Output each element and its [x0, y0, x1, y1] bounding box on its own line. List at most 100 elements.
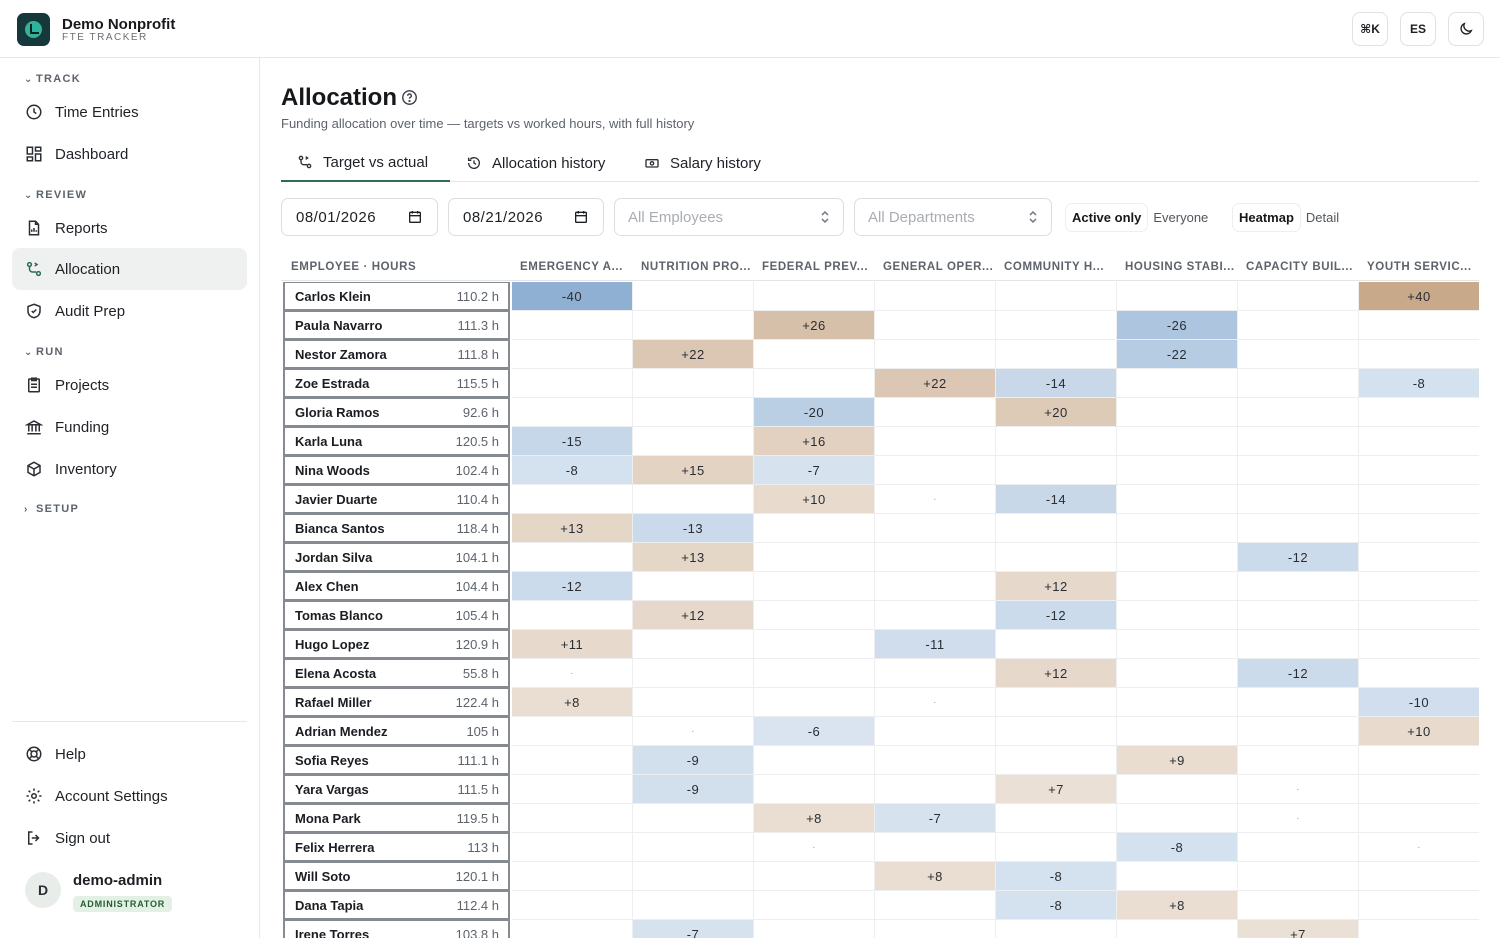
heatmap-cell[interactable] [1359, 311, 1479, 340]
heatmap-cell[interactable] [633, 630, 754, 659]
employee-cell[interactable]: Javier Duarte 110.4 h [283, 485, 510, 514]
heatmap-cell[interactable] [1238, 398, 1359, 427]
column-header[interactable]: CAPACITY BUIL... [1246, 261, 1353, 273]
heatmap-cell[interactable]: · [1359, 833, 1479, 862]
employee-cell[interactable]: Alex Chen 104.4 h [283, 572, 510, 601]
employee-cell[interactable]: Irene Torres 103.8 h [283, 920, 510, 938]
heatmap-cell[interactable] [754, 746, 875, 775]
heatmap-cell[interactable] [996, 514, 1117, 543]
heatmap-cell[interactable]: -9 [633, 775, 754, 804]
heatmap-cell[interactable] [1359, 456, 1479, 485]
heatmap-cell[interactable] [996, 456, 1117, 485]
employee-cell[interactable]: Karla Luna 120.5 h [283, 427, 510, 456]
heatmap-cell[interactable]: -6 [754, 717, 875, 746]
heatmap-cell[interactable] [1117, 543, 1238, 572]
heatmap-cell[interactable] [512, 311, 633, 340]
calendar-icon[interactable] [407, 209, 423, 225]
sidebar-item-dashboard[interactable]: Dashboard [12, 133, 247, 175]
heatmap-cell[interactable]: -8 [996, 862, 1117, 891]
heatmap-cell[interactable] [1238, 688, 1359, 717]
heatmap-cell[interactable] [1359, 543, 1479, 572]
heatmap-cell[interactable] [1117, 369, 1238, 398]
heatmap-cell[interactable] [1238, 717, 1359, 746]
column-header[interactable]: FEDERAL PREV... [762, 261, 869, 273]
section-track[interactable]: ⌄ TRACK [24, 73, 81, 85]
heatmap-cell[interactable] [1238, 369, 1359, 398]
heatmap-cell[interactable] [875, 717, 996, 746]
heatmap-cell[interactable] [1359, 485, 1479, 514]
heatmap-cell[interactable] [754, 543, 875, 572]
heatmap-cell[interactable] [633, 572, 754, 601]
heatmap-cell[interactable] [875, 311, 996, 340]
heatmap-cell[interactable] [875, 456, 996, 485]
heatmap-cell[interactable] [1238, 862, 1359, 891]
heatmap-cell[interactable] [633, 398, 754, 427]
heatmap-cell[interactable]: +8 [875, 862, 996, 891]
heatmap-cell[interactable]: +13 [512, 514, 633, 543]
scope-active-only[interactable]: Active only [1066, 203, 1148, 231]
heatmap-cell[interactable]: -12 [512, 572, 633, 601]
heatmap-cell[interactable] [633, 369, 754, 398]
heatmap-cell[interactable] [1117, 630, 1238, 659]
heatmap-cell[interactable] [512, 833, 633, 862]
heatmap-cell[interactable] [875, 601, 996, 630]
heatmap-cell[interactable]: +12 [996, 659, 1117, 688]
heatmap-cell[interactable] [996, 340, 1117, 369]
employee-select[interactable]: All Employees [614, 198, 844, 236]
heatmap-cell[interactable] [1117, 659, 1238, 688]
heatmap-cell[interactable]: +9 [1117, 746, 1238, 775]
heatmap-cell[interactable] [1359, 514, 1479, 543]
heatmap-cell[interactable]: -14 [996, 369, 1117, 398]
sidebar-item-inventory[interactable]: Inventory [12, 448, 247, 490]
heatmap-cell[interactable] [996, 833, 1117, 862]
view-detail[interactable]: Detail [1305, 209, 1340, 225]
employee-cell[interactable]: Hugo Lopez 120.9 h [283, 630, 510, 659]
column-header[interactable]: HOUSING STABI... [1125, 261, 1235, 273]
command-palette-button[interactable]: ⌘K [1352, 12, 1388, 46]
column-header[interactable]: EMERGENCY A... [520, 261, 623, 273]
employee-cell[interactable]: Dana Tapia 112.4 h [283, 891, 510, 920]
heatmap-cell[interactable] [633, 659, 754, 688]
heatmap-cell[interactable] [1359, 572, 1479, 601]
heatmap-cell[interactable]: -20 [754, 398, 875, 427]
heatmap-cell[interactable] [1238, 485, 1359, 514]
heatmap-cell[interactable]: +26 [754, 311, 875, 340]
employee-cell[interactable]: Tomas Blanco 105.4 h [283, 601, 510, 630]
heatmap-cell[interactable] [875, 514, 996, 543]
sidebar-item-reports[interactable]: Reports [12, 207, 247, 249]
sidebar-item-account-settings[interactable]: Account Settings [12, 775, 247, 817]
section-review[interactable]: ⌄ REVIEW [24, 189, 88, 201]
heatmap-cell[interactable] [875, 282, 996, 311]
heatmap-cell[interactable] [1117, 398, 1238, 427]
employee-cell[interactable]: Elena Acosta 55.8 h [283, 659, 510, 688]
heatmap-cell[interactable]: +8 [754, 804, 875, 833]
heatmap-cell[interactable] [875, 340, 996, 369]
heatmap-cell[interactable] [1238, 427, 1359, 456]
heatmap-cell[interactable]: -8 [512, 456, 633, 485]
heatmap-cell[interactable]: +40 [1359, 282, 1479, 311]
heatmap-cell[interactable]: -13 [633, 514, 754, 543]
column-header[interactable]: NUTRITION PRO... [641, 261, 751, 273]
heatmap-cell[interactable]: -22 [1117, 340, 1238, 369]
heatmap-cell[interactable] [1359, 427, 1479, 456]
heatmap-cell[interactable] [754, 282, 875, 311]
employee-cell[interactable]: Gloria Ramos 92.6 h [283, 398, 510, 427]
heatmap-cell[interactable] [754, 340, 875, 369]
heatmap-cell[interactable]: -8 [1359, 369, 1479, 398]
heatmap-cell[interactable]: · [1238, 775, 1359, 804]
heatmap-cell[interactable]: +22 [633, 340, 754, 369]
heatmap-cell[interactable] [1117, 282, 1238, 311]
heatmap-cell[interactable] [1238, 601, 1359, 630]
heatmap-cell[interactable] [1359, 862, 1479, 891]
section-setup[interactable]: › SETUP [24, 503, 80, 515]
employee-cell[interactable]: Nina Woods 102.4 h [283, 456, 510, 485]
heatmap-cell[interactable]: · [633, 717, 754, 746]
heatmap-cell[interactable]: +7 [996, 775, 1117, 804]
heatmap-cell[interactable] [875, 775, 996, 804]
heatmap-cell[interactable]: -8 [996, 891, 1117, 920]
language-button[interactable]: ES [1400, 12, 1436, 46]
heatmap-cell[interactable]: +16 [754, 427, 875, 456]
heatmap-cell[interactable] [512, 891, 633, 920]
heatmap-cell[interactable] [754, 920, 875, 938]
heatmap-cell[interactable] [875, 746, 996, 775]
